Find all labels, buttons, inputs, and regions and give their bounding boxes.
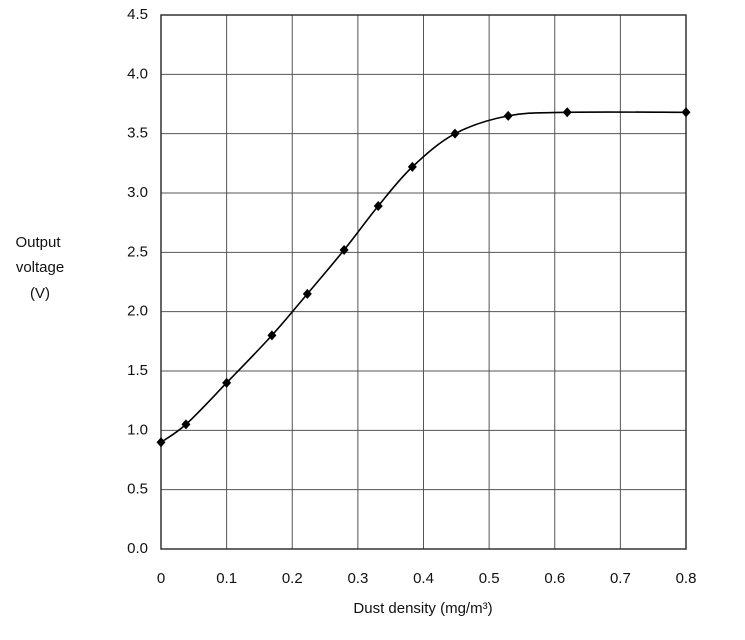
y-tick-label: 0.0 [127,540,148,557]
y-tick-label: 2.0 [127,303,148,320]
x-axis-label: Dust density (mg/m³) [353,600,492,617]
x-tick-label: 0.2 [282,570,303,587]
x-tick-label: 0.7 [610,570,631,587]
y-tick-label: 0.5 [127,481,148,498]
y-tick-label: 3.0 [127,184,148,201]
plot-frame [160,14,687,550]
x-tick-label: 0.5 [479,570,500,587]
data-point [156,437,166,448]
x-tick-label: 0.4 [413,570,434,587]
data-point [681,107,691,118]
y-tick-label: 3.5 [127,125,148,142]
x-tick-label: 0.1 [216,570,237,587]
data-point [339,244,349,255]
y-tick-label: 1.5 [127,362,148,379]
x-tick-label: 0 [157,570,165,587]
y-axis-label: voltage [16,259,64,276]
y-tick-label: 4.5 [127,6,148,23]
x-tick-label: 0.8 [676,570,697,587]
data-point [373,201,383,212]
data-point [222,377,232,388]
y-tick-label: 2.5 [127,243,148,260]
data-point [267,330,277,341]
data-point [503,110,513,121]
data-point [407,161,417,172]
x-tick-label: 0.6 [544,570,565,587]
data-point [450,128,460,139]
data-point [302,288,312,299]
y-axis-label: (V) [30,285,50,302]
x-tick-label: 0.3 [347,570,368,587]
data-point [181,419,191,430]
y-tick-label: 4.0 [127,65,148,82]
y-tick-label: 1.0 [127,421,148,438]
data-point [562,107,572,118]
y-axis-label: Output [15,234,61,251]
